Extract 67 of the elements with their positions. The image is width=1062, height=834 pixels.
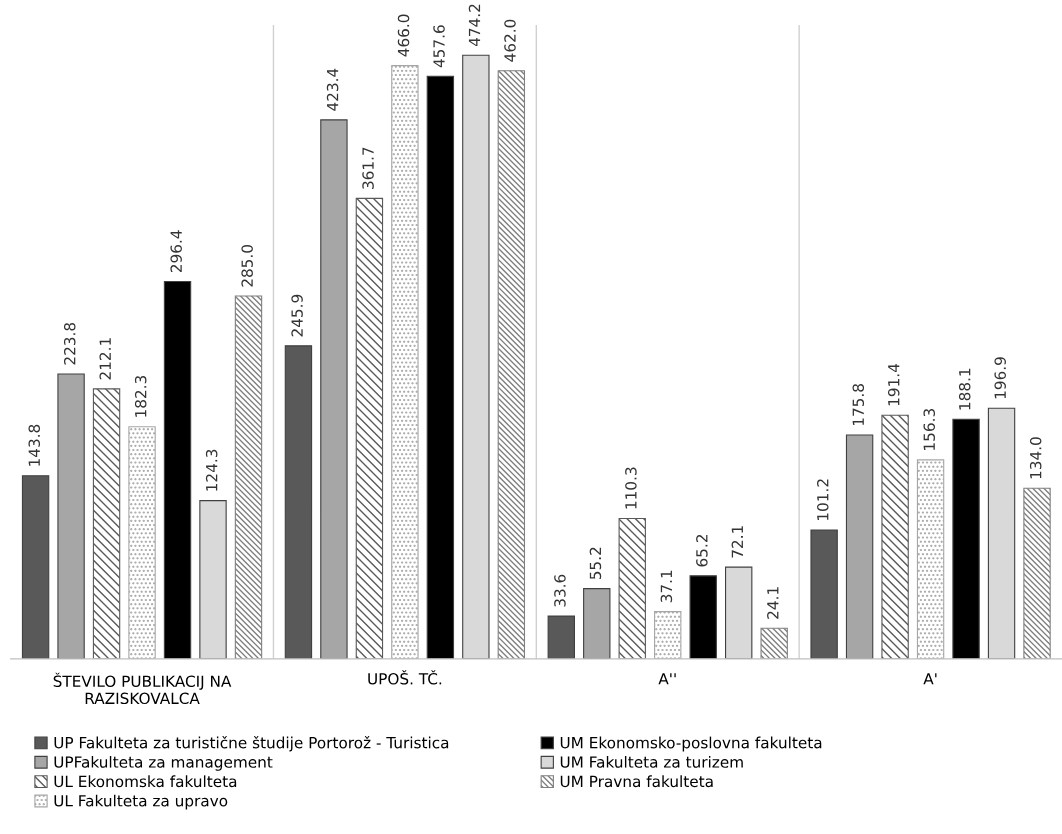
data-label: 55.2: [589, 547, 602, 580]
bar: [760, 627, 788, 659]
data-label: 65.2: [696, 535, 708, 567]
data-label: 423.4: [326, 68, 339, 111]
x-tick-label: A'': [658, 673, 676, 685]
data-label: 156.3: [923, 409, 936, 450]
legend-label: UL Ekonomska fakulteta: [54, 775, 237, 788]
data-label: 175.8: [852, 384, 865, 426]
bar: [234, 295, 263, 659]
bar: [1023, 487, 1051, 659]
data-label: 245.9: [291, 294, 303, 337]
data-label: 110.3: [625, 467, 637, 509]
data-label: 101.2: [817, 479, 829, 521]
bar: [952, 418, 980, 659]
bar: [284, 345, 313, 659]
bar: [810, 529, 838, 659]
data-label: 223.8: [63, 322, 76, 365]
bar: [916, 459, 945, 659]
bar: [462, 54, 490, 659]
data-label: 134.0: [1029, 437, 1042, 479]
x-tick-label: ŠTEVILO PUBLIKACIJ NA RAZISKOVALCA: [53, 672, 232, 705]
data-label: 212.1: [99, 338, 111, 380]
data-label: 196.9: [994, 357, 1006, 399]
x-tick-label: A': [923, 673, 937, 685]
data-label: 182.3: [134, 375, 147, 417]
legend-label: UL Fakulteta za upravo: [54, 794, 228, 810]
bar: [320, 119, 348, 659]
data-label: 285.0: [241, 245, 253, 287]
bar: [881, 414, 909, 659]
bar: [199, 500, 227, 659]
bar: [547, 615, 575, 659]
data-label: 33.6: [554, 574, 566, 607]
bar: [725, 566, 753, 659]
legend-label: UM Pravna fakulteta: [560, 775, 713, 788]
bar: [57, 373, 85, 659]
data-label: 462.0: [504, 19, 516, 62]
data-label: 143.8: [28, 424, 41, 466]
data-label: 466.0: [397, 14, 410, 57]
data-label: 296.4: [170, 230, 182, 273]
data-label: 474.2: [468, 4, 481, 47]
bar: [583, 588, 611, 659]
legend-label: UPFakulteta za management: [54, 755, 273, 771]
data-label: 188.1: [958, 368, 971, 410]
bar: [845, 434, 874, 659]
data-label: 361.7: [362, 147, 374, 189]
bar: [391, 65, 419, 659]
x-tick-label: UPOŠ. TČ.: [368, 670, 442, 685]
data-label: 37.1: [660, 570, 673, 603]
bar: [92, 388, 121, 659]
bar: [497, 70, 526, 659]
legend-label: UP Fakulteta za turistične študije Portorož - Turistica: [54, 735, 449, 752]
data-label: 72.1: [731, 526, 743, 558]
bar: [163, 280, 192, 659]
legend-label: UM Fakulteta za turizem: [560, 755, 743, 768]
bar: [618, 517, 646, 659]
bar: [654, 611, 682, 659]
bar: [355, 197, 384, 659]
bar: [987, 407, 1016, 659]
bar: [689, 575, 717, 659]
legend-label: UM Ekonomsko-poslovna fakulteta: [560, 736, 822, 752]
bar: [128, 426, 156, 659]
bar: [426, 75, 455, 659]
data-label: 124.3: [205, 449, 218, 491]
bar: [21, 475, 50, 659]
data-label: 191.4: [887, 363, 900, 406]
data-label: 457.6: [433, 25, 445, 68]
data-label: 24.1: [767, 587, 779, 619]
